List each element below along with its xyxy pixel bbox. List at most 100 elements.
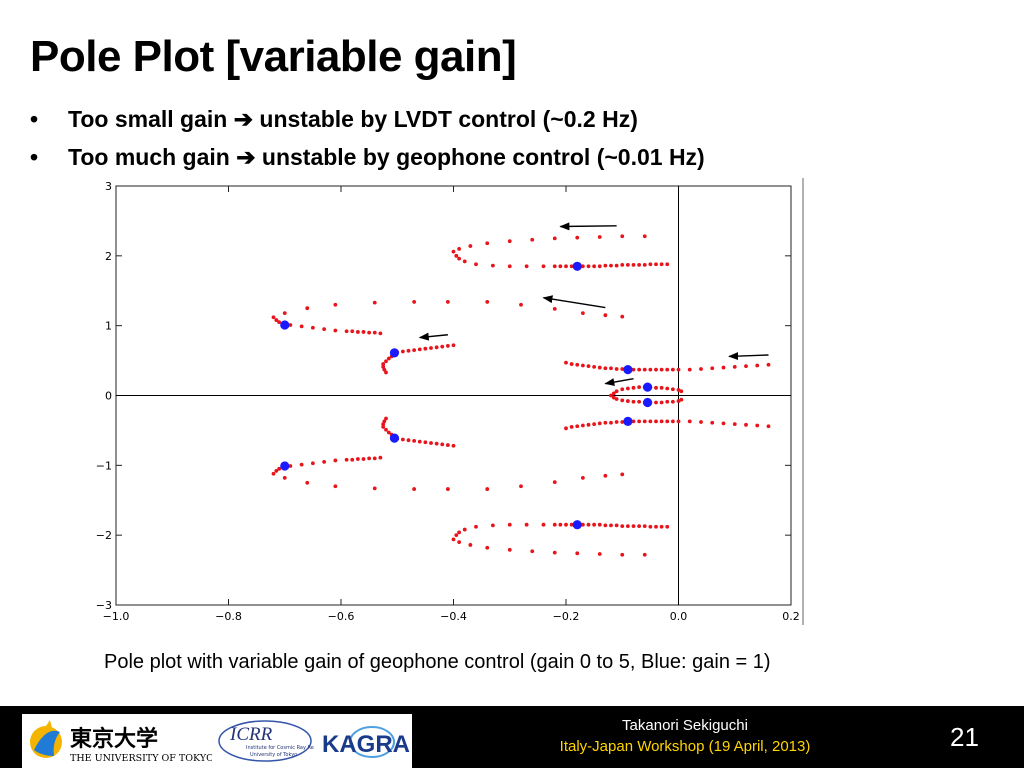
locus-point [412,348,417,353]
locus-point [350,329,355,334]
locus-point [609,523,613,528]
locus-point [631,524,636,528]
locus-point [451,249,456,254]
bullet-text-start: Too small gain [68,106,228,132]
gain-one-pole [280,461,290,471]
locus-point [580,311,585,315]
locus-point [631,419,636,424]
locus-point [614,367,619,371]
locus-point [642,234,647,239]
locus-point [648,419,653,424]
y-tick-label: −3 [96,599,112,612]
locus-point [333,458,338,463]
figure-caption: Pole plot with variable gain of geophone… [104,651,771,673]
locus-point [586,522,591,527]
locus-point [721,421,726,426]
locus-point [457,256,462,261]
locus-point [564,264,568,269]
locus-point [372,456,377,461]
locus-point [384,370,388,375]
locus-point [378,331,383,336]
bullet-text-end: unstable by geophone control (~0.01 Hz) [261,144,705,170]
x-tick-label: −0.2 [553,610,580,623]
locus-point [274,469,279,473]
locus-point [670,367,675,372]
logo-strip: 東京大学 THE UNIVERSITY OF TOKYO ICRR Instit… [22,714,412,768]
locus-point [355,457,360,461]
locus-point [552,480,557,484]
locus-point [659,419,664,424]
gain-one-pole [572,520,582,530]
locus-point [381,422,386,427]
locus-point [699,420,703,424]
locus-point [490,523,495,528]
locus-point [597,421,602,426]
locus-point [400,437,405,442]
locus-point [732,364,737,369]
locus-point [620,387,625,392]
pole-locus-series [381,343,456,375]
locus-point [445,300,450,304]
direction-arrow [418,332,448,341]
bullet-dot: • [30,106,39,132]
locus-point [381,362,386,366]
locus-point [665,262,670,267]
locus-point [766,424,771,429]
locus-point [282,311,287,315]
bullet-item: • Too much gain ➔ unstable by geophone c… [30,140,705,178]
x-tick-label: −0.4 [440,610,467,623]
locus-point [611,395,616,400]
locus-point [457,540,462,545]
locus-point [597,552,602,556]
locus-point [654,400,658,405]
locus-point [670,387,675,392]
locus-point [274,318,279,322]
locus-point [592,264,597,269]
locus-point [609,420,613,425]
direction-arrow [559,222,617,231]
locus-point [564,360,568,365]
locus-point [384,416,388,421]
locus-point [271,315,276,320]
kagra-name: KAGRA [322,731,410,758]
locus-point [552,307,557,311]
locus-point [406,438,411,443]
locus-point [333,328,338,333]
locus-point [679,397,684,402]
x-tick-label: −0.6 [328,610,355,623]
locus-point [282,476,287,480]
footer-event: Italy-Japan Workshop (19 April, 2013) [559,738,811,755]
locus-point [654,419,658,424]
icrr-logo: ICRR Institute for Cosmic Ray Research U… [218,720,314,762]
locus-point [454,533,459,538]
locus-point [592,522,597,527]
locus-point [603,313,608,318]
locus-point [412,300,417,304]
locus-point [507,264,512,269]
locus-point [558,522,563,527]
locus-point [558,264,563,269]
pole-locus-series [381,416,456,448]
direction-arrow [604,378,634,387]
locus-point [367,330,372,335]
locus-point [631,367,636,372]
locus-point [451,537,456,542]
locus-point [642,419,647,424]
locus-point [474,524,478,529]
locus-point [569,264,574,269]
locus-point [659,385,664,390]
locus-point [679,389,684,394]
pole-locus-series [271,300,625,336]
locus-point [386,430,391,435]
locus-point [468,244,473,248]
locus-point [676,419,681,424]
locus-point [386,356,391,361]
locus-point [552,264,557,269]
locus-point [620,314,625,319]
locus-point [445,344,450,348]
locus-point [310,325,315,330]
locus-point [744,364,748,369]
footer-author: Takanori Sekiguchi [622,717,748,734]
locus-point [333,302,338,307]
locus-point [361,457,366,461]
